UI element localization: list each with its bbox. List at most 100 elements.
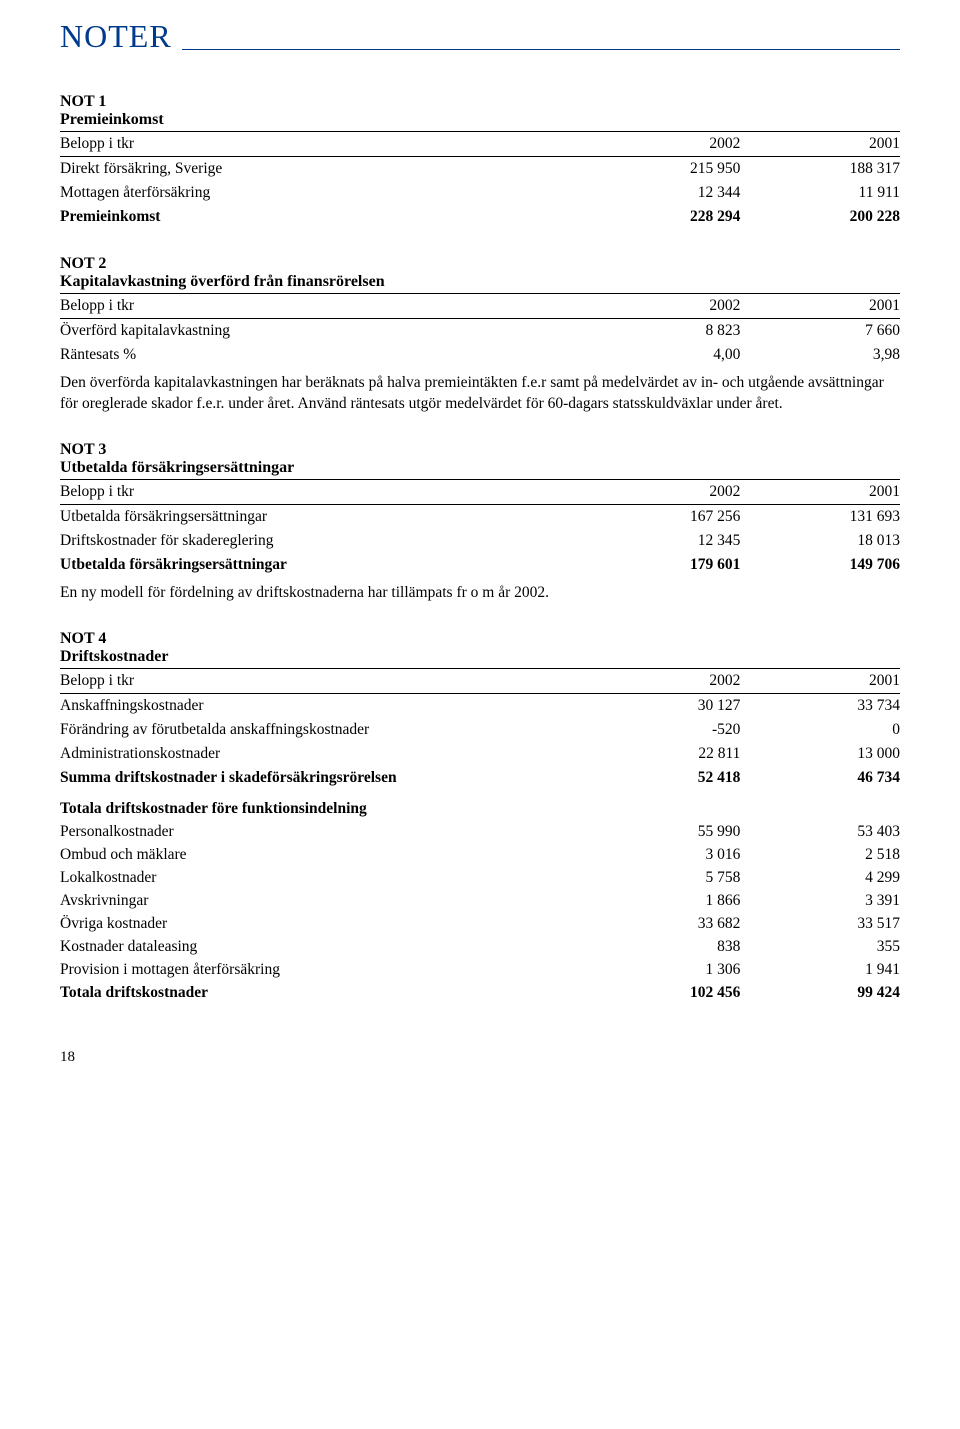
table-header-row: Belopp i tkr 2002 2001: [60, 294, 900, 319]
header-year-b: 2001: [740, 479, 900, 504]
page-number: 18: [60, 1049, 900, 1066]
row-label: Mottagen återförsäkring: [60, 181, 581, 205]
not3-label: NOT 3: [60, 441, 900, 459]
row-label: Övriga kostnader: [60, 913, 581, 936]
row-value-b: 4 299: [740, 867, 900, 890]
row-label: Ombud och mäklare: [60, 844, 581, 867]
row-value-a: 4,00: [581, 343, 741, 367]
row-value-b: 0: [740, 718, 900, 742]
row-value-b: 46 734: [740, 766, 900, 790]
not2-subtitle: Kapitalavkastning överförd från finansrö…: [60, 273, 900, 291]
row-label: Premieinkomst: [60, 205, 581, 229]
not4-section-b-heading-row: Totala driftskostnader före funktionsind…: [60, 790, 900, 821]
row-value-a: 215 950: [581, 157, 741, 182]
row-value-b: 355: [740, 936, 900, 959]
header-label: Belopp i tkr: [60, 479, 581, 504]
row-label: Förändring av förutbetalda anskaffningsk…: [60, 718, 581, 742]
row-value-b: 33 734: [740, 693, 900, 718]
header-year-a: 2002: [581, 294, 741, 319]
table-row: Administrationskostnader22 81113 000: [60, 742, 900, 766]
row-value-a: 167 256: [581, 504, 741, 529]
table-row: Mottagen återförsäkring12 34411 911: [60, 181, 900, 205]
row-value-b: 18 013: [740, 529, 900, 553]
row-label: Räntesats %: [60, 343, 581, 367]
header-year-b: 2001: [740, 668, 900, 693]
row-value-b: 188 317: [740, 157, 900, 182]
header-year-b: 2001: [740, 132, 900, 157]
row-label: Lokalkostnader: [60, 867, 581, 890]
table-row: Totala driftskostnader102 45699 424: [60, 982, 900, 1005]
row-value-b: 99 424: [740, 982, 900, 1005]
row-label: Anskaffningskostnader: [60, 693, 581, 718]
row-value-a: 179 601: [581, 553, 741, 577]
header-label: Belopp i tkr: [60, 294, 581, 319]
table-row: Direkt försäkring, Sverige215 950188 317: [60, 157, 900, 182]
row-value-b: 3,98: [740, 343, 900, 367]
row-value-b: 33 517: [740, 913, 900, 936]
row-value-a: 55 990: [581, 821, 741, 844]
not4-table: Belopp i tkr 2002 2001 Anskaffningskostn…: [60, 668, 900, 1005]
row-value-a: -520: [581, 718, 741, 742]
table-row: Provision i mottagen återförsäkring1 306…: [60, 959, 900, 982]
table-row: Räntesats %4,003,98: [60, 343, 900, 367]
row-value-b: 53 403: [740, 821, 900, 844]
row-value-b: 1 941: [740, 959, 900, 982]
table-header-row: Belopp i tkr 2002 2001: [60, 132, 900, 157]
header-year-a: 2002: [581, 668, 741, 693]
row-value-a: 52 418: [581, 766, 741, 790]
row-label: Direkt försäkring, Sverige: [60, 157, 581, 182]
row-value-b: 11 911: [740, 181, 900, 205]
row-value-b: 2 518: [740, 844, 900, 867]
row-value-a: 838: [581, 936, 741, 959]
header-year-a: 2002: [581, 479, 741, 504]
not3-body: Utbetalda försäkringsersättningar167 256…: [60, 504, 900, 577]
row-label: Summa driftskostnader i skadeförsäkrings…: [60, 766, 581, 790]
table-row: Utbetalda försäkringsersättningar179 601…: [60, 553, 900, 577]
not3-table: Belopp i tkr 2002 2001 Utbetalda försäkr…: [60, 479, 900, 577]
header-year-a: 2002: [581, 132, 741, 157]
table-row: Driftskostnader för skadereglering12 345…: [60, 529, 900, 553]
row-label: Kostnader dataleasing: [60, 936, 581, 959]
table-row: Utbetalda försäkringsersättningar167 256…: [60, 504, 900, 529]
row-label: Överförd kapitalavkastning: [60, 319, 581, 344]
not1-table: Belopp i tkr 2002 2001 Direkt försäkring…: [60, 131, 900, 229]
row-label: Administrationskostnader: [60, 742, 581, 766]
not3-body-text: En ny modell för fördelning av driftskos…: [60, 583, 900, 604]
row-value-b: 3 391: [740, 890, 900, 913]
row-label: Utbetalda försäkringsersättningar: [60, 553, 581, 577]
table-row: Premieinkomst228 294200 228: [60, 205, 900, 229]
row-value-a: 1 866: [581, 890, 741, 913]
row-value-b: 149 706: [740, 553, 900, 577]
row-value-b: 13 000: [740, 742, 900, 766]
row-value-a: 102 456: [581, 982, 741, 1005]
not4-block: NOT 4 Driftskostnader Belopp i tkr 2002 …: [60, 630, 900, 1005]
not2-label: NOT 2: [60, 255, 900, 273]
table-row: Ombud och mäklare3 0162 518: [60, 844, 900, 867]
row-label: Totala driftskostnader: [60, 982, 581, 1005]
table-row: Förändring av förutbetalda anskaffningsk…: [60, 718, 900, 742]
row-value-a: 1 306: [581, 959, 741, 982]
row-value-a: 33 682: [581, 913, 741, 936]
title-rule: [182, 49, 900, 50]
not2-body: Överförd kapitalavkastning8 8237 660Ränt…: [60, 319, 900, 368]
row-label: Provision i mottagen återförsäkring: [60, 959, 581, 982]
row-value-b: 7 660: [740, 319, 900, 344]
row-value-a: 228 294: [581, 205, 741, 229]
title-bar: NOTER: [60, 18, 900, 57]
row-value-a: 8 823: [581, 319, 741, 344]
not1-block: NOT 1 Premieinkomst Belopp i tkr 2002 20…: [60, 93, 900, 229]
row-value-a: 30 127: [581, 693, 741, 718]
not4-subtitle: Driftskostnader: [60, 648, 900, 666]
row-label: Driftskostnader för skadereglering: [60, 529, 581, 553]
not1-subtitle: Premieinkomst: [60, 111, 900, 129]
table-row: Kostnader dataleasing838355: [60, 936, 900, 959]
not4-label: NOT 4: [60, 630, 900, 648]
row-value-a: 12 345: [581, 529, 741, 553]
not4-section-b-heading: Totala driftskostnader före funktionsind…: [60, 790, 900, 821]
not1-label: NOT 1: [60, 93, 900, 111]
not4-group-b: Personalkostnader55 99053 403Ombud och m…: [60, 821, 900, 1005]
not3-subtitle: Utbetalda försäkringsersättningar: [60, 459, 900, 477]
table-row: Summa driftskostnader i skadeförsäkrings…: [60, 766, 900, 790]
row-value-a: 3 016: [581, 844, 741, 867]
header-label: Belopp i tkr: [60, 668, 581, 693]
